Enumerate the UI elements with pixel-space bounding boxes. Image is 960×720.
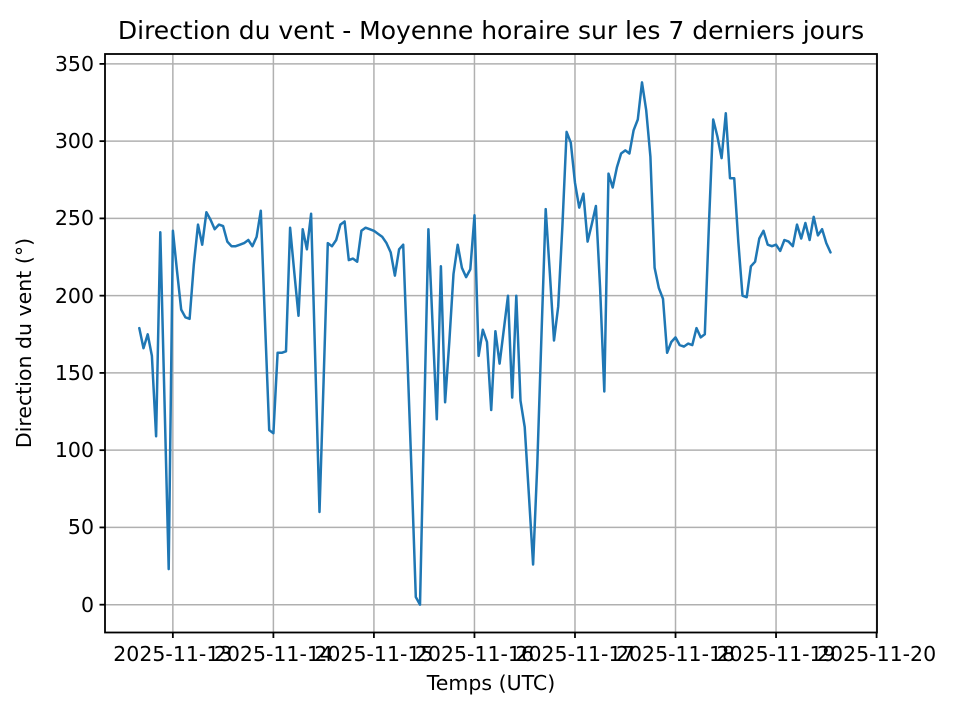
y-tick-label: 0 <box>80 592 94 617</box>
y-tick-label: 250 <box>54 206 94 231</box>
x-tick-label: 2025-11-19 <box>716 642 836 666</box>
x-tick-label: 2025-11-14 <box>213 642 333 666</box>
y-tick-label: 50 <box>67 515 94 540</box>
data-line <box>138 81 832 606</box>
x-tick-label: 2025-11-15 <box>314 642 434 666</box>
x-tick-label: 2025-11-13 <box>113 642 233 666</box>
y-tick-label: 300 <box>54 129 94 154</box>
axes-spines <box>104 53 878 634</box>
y-tick-label: 100 <box>54 438 94 463</box>
x-tick-label: 2025-11-16 <box>414 642 535 666</box>
y-tick-label: 150 <box>54 360 94 385</box>
x-tick-label: 2025-11-20 <box>817 642 937 666</box>
x-tick-label: 2025-11-17 <box>515 642 635 666</box>
x-tick-label: 2025-11-18 <box>615 642 736 666</box>
x-axis-label: Temps (UTC) <box>426 671 556 695</box>
y-tick-label: 200 <box>54 283 94 308</box>
y-tick-label: 350 <box>54 51 94 76</box>
chart-title: Direction du vent - Moyenne horaire sur … <box>117 16 865 45</box>
